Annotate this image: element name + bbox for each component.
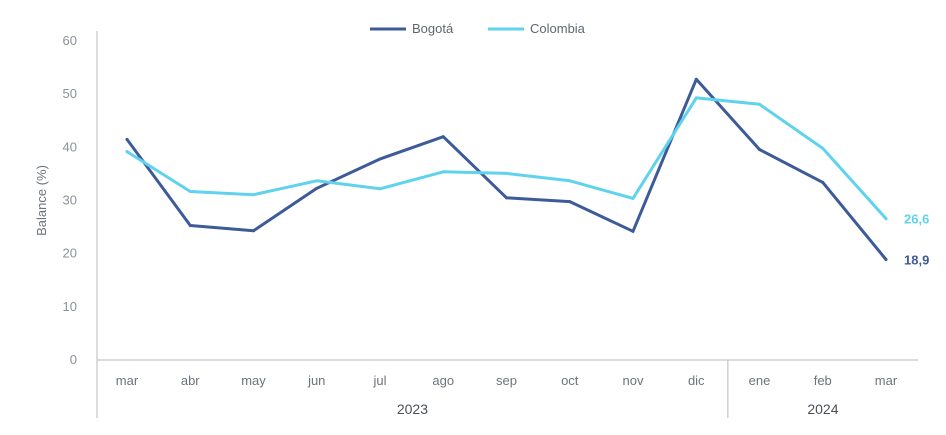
data-point (568, 179, 572, 183)
data-point (315, 186, 319, 190)
data-point (252, 229, 255, 233)
y-tick-label: 20 (63, 246, 77, 261)
x-tick-label: dic (688, 373, 705, 388)
data-point (631, 196, 635, 200)
series-line-bogota (125, 77, 888, 261)
x-tick-label: jul (372, 373, 386, 388)
data-point (884, 258, 888, 262)
data-point (125, 137, 129, 141)
y-tick-label: 10 (63, 299, 77, 314)
data-point (694, 77, 698, 81)
data-point (378, 157, 382, 161)
data-point (315, 179, 319, 183)
x-tick-label: sep (496, 373, 517, 388)
data-point (758, 147, 761, 151)
end-value-label: 18,9 (904, 253, 929, 268)
data-point (694, 96, 698, 100)
data-point (441, 170, 445, 174)
end-value-label: 26,6 (904, 212, 929, 227)
series-line-colombia (125, 96, 888, 221)
data-point (252, 193, 255, 197)
y-tick-label: 0 (70, 352, 77, 367)
x-tick-label: mar (116, 373, 139, 388)
data-point (505, 171, 508, 175)
y-axis-label: Balance (%) (34, 165, 49, 236)
data-point (378, 187, 382, 191)
legend-label: Colombia (530, 21, 586, 36)
data-point (758, 102, 761, 106)
x-tick-label: nov (623, 373, 644, 388)
data-point (884, 217, 888, 221)
y-tick-label: 40 (63, 139, 77, 154)
data-point (125, 150, 129, 154)
x-tick-label: ene (749, 373, 771, 388)
y-tick-label: 50 (63, 86, 77, 101)
x-tick-label: feb (814, 373, 832, 388)
data-point (568, 200, 572, 204)
year-label: 2023 (397, 401, 428, 417)
legend-label: Bogotá (412, 21, 454, 36)
data-point (188, 189, 192, 193)
data-point (821, 180, 825, 184)
x-tick-label: abr (181, 373, 200, 388)
data-point (631, 229, 635, 233)
x-tick-label: jun (307, 373, 325, 388)
year-label: 2024 (807, 401, 838, 417)
x-tick-label: oct (561, 373, 579, 388)
x-tick-label: may (241, 373, 266, 388)
y-tick-label: 30 (63, 193, 77, 208)
y-tick-label: 60 (63, 33, 77, 48)
data-point (821, 146, 825, 150)
x-tick-label: ago (432, 373, 454, 388)
x-tick-label: mar (875, 373, 898, 388)
data-point (505, 196, 508, 200)
data-point (441, 135, 445, 139)
data-point (188, 223, 192, 227)
